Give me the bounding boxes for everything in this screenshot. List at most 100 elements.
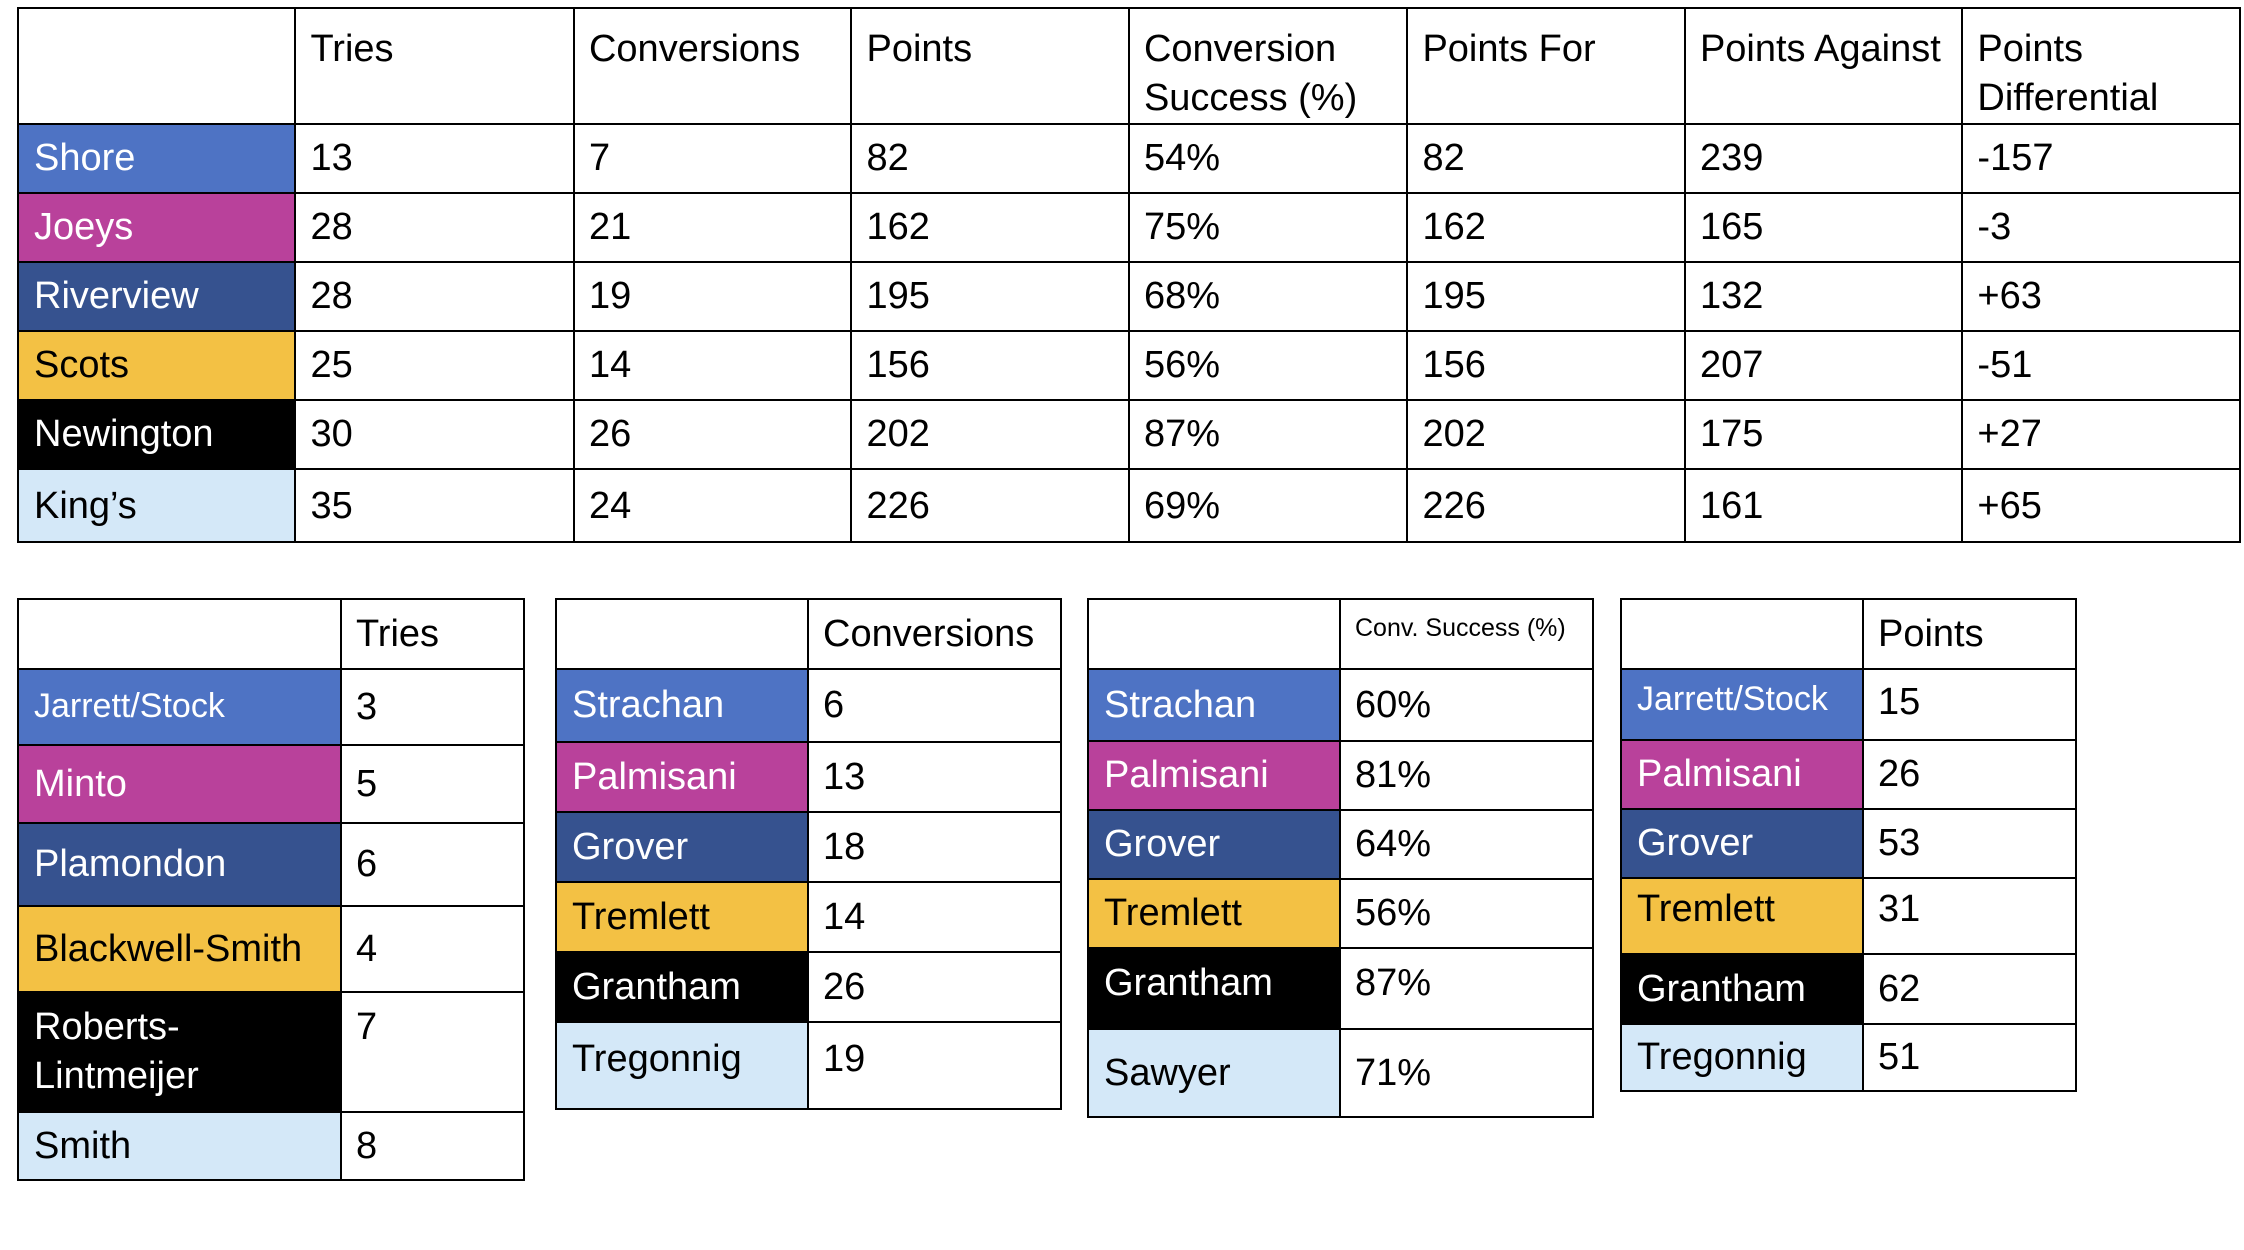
table-row: Tremlett 14 xyxy=(555,881,1062,953)
value-cell: 53 xyxy=(1862,808,2077,879)
points-against-cell: 207 xyxy=(1683,330,1964,401)
table-header-row: Tries xyxy=(17,598,525,670)
player-name: Tremlett xyxy=(555,881,809,953)
points-cell: 162 xyxy=(850,192,1130,263)
header-cell-tries: Tries xyxy=(294,7,575,125)
tries-cell: 13 xyxy=(294,123,575,194)
player-name: Grover xyxy=(1087,809,1341,880)
points-differential-cell: -3 xyxy=(1961,192,2241,263)
points-differential-cell: +27 xyxy=(1961,399,2241,470)
player-name: Grantham xyxy=(1087,947,1341,1030)
header-cell-blank xyxy=(16,7,297,125)
points-for-cell: 226 xyxy=(1406,468,1686,543)
conversion-success-table: Conv. Success (%) Strachan 60% Palmisani… xyxy=(1087,598,1594,1118)
value-cell: 87% xyxy=(1339,947,1594,1030)
table-row: Strachan 60% xyxy=(1087,668,1594,742)
value-cell: 26 xyxy=(1862,739,2077,810)
header-cell-points-for: Points For xyxy=(1406,7,1686,125)
conversions-cell: 24 xyxy=(572,468,853,543)
points-cell: 195 xyxy=(850,261,1130,332)
player-name: Roberts-Lintmeijer xyxy=(17,991,342,1113)
table-row: Tregonnig 51 xyxy=(1620,1023,2077,1092)
table-row: Minto 5 xyxy=(17,744,525,824)
value-cell: 8 xyxy=(340,1111,525,1181)
points-cell: 156 xyxy=(850,330,1130,401)
value-cell: 60% xyxy=(1339,668,1594,742)
header-cell-points: Points xyxy=(1862,598,2077,670)
table-row: Roberts-Lintmeijer 7 xyxy=(17,991,525,1113)
player-name: Strachan xyxy=(555,668,809,743)
value-cell: 19 xyxy=(807,1021,1062,1110)
value-cell: 51 xyxy=(1862,1023,2077,1092)
player-name: Jarrett/Stock xyxy=(17,668,342,746)
player-name: Strachan xyxy=(1087,668,1341,742)
header-cell-conversions: Conversions xyxy=(807,598,1062,670)
conversion-success-cell: 87% xyxy=(1127,399,1409,470)
player-name: Grover xyxy=(555,811,809,883)
table-row: Riverview 28 19 195 68% 195 132 +63 xyxy=(16,261,2241,332)
value-cell: 6 xyxy=(340,822,525,907)
table-header-row: Conversions xyxy=(555,598,1062,670)
value-cell: 71% xyxy=(1339,1028,1594,1118)
points-for-cell: 195 xyxy=(1406,261,1686,332)
conversions-cell: 21 xyxy=(572,192,853,263)
conversions-cell: 19 xyxy=(572,261,853,332)
table-row: Grantham 62 xyxy=(1620,953,2077,1025)
points-cell: 226 xyxy=(850,468,1130,543)
points-for-cell: 82 xyxy=(1406,123,1686,194)
team-name: Joeys xyxy=(16,192,297,263)
points-against-cell: 175 xyxy=(1683,399,1964,470)
player-name: Palmisani xyxy=(555,741,809,813)
points-differential-cell: +63 xyxy=(1961,261,2241,332)
header-cell-points-differential: Points Differential xyxy=(1961,7,2241,125)
table-row: Shore 13 7 82 54% 82 239 -157 xyxy=(16,123,2241,194)
tries-table: Tries Jarrett/Stock 3 Minto 5 Plamondon … xyxy=(17,598,525,1181)
tries-cell: 28 xyxy=(294,192,575,263)
player-name: Jarrett/Stock xyxy=(1620,668,1864,741)
value-cell: 81% xyxy=(1339,740,1594,811)
points-for-cell: 202 xyxy=(1406,399,1686,470)
value-cell: 7 xyxy=(340,991,525,1113)
points-against-cell: 161 xyxy=(1683,468,1964,543)
table-row: Strachan 6 xyxy=(555,668,1062,743)
player-name: Minto xyxy=(17,744,342,824)
conversions-cell: 26 xyxy=(572,399,853,470)
table-row: Tremlett 31 xyxy=(1620,877,2077,955)
points-cell: 202 xyxy=(850,399,1130,470)
points-against-cell: 165 xyxy=(1683,192,1964,263)
table-row: Sawyer 71% xyxy=(1087,1028,1594,1118)
table-row: Joeys 28 21 162 75% 162 165 -3 xyxy=(16,192,2241,263)
table-row: Tregonnig 19 xyxy=(555,1021,1062,1110)
player-name: Sawyer xyxy=(1087,1028,1341,1118)
team-name: King’s xyxy=(16,468,297,543)
table-row: Palmisani 13 xyxy=(555,741,1062,813)
conversions-cell: 7 xyxy=(572,123,853,194)
value-cell: 62 xyxy=(1862,953,2077,1025)
player-name: Grantham xyxy=(555,951,809,1023)
player-name: Palmisani xyxy=(1620,739,1864,810)
points-table: Points Jarrett/Stock 15 Palmisani 26 Gro… xyxy=(1620,598,2077,1092)
conversions-table: Conversions Strachan 6 Palmisani 13 Grov… xyxy=(555,598,1062,1110)
team-stats-table: Tries Conversions Points Conversion Succ… xyxy=(16,7,2241,543)
header-cell-conversion-success: Conversion Success (%) xyxy=(1127,7,1409,125)
value-cell: 6 xyxy=(807,668,1062,743)
table-row: Grover 18 xyxy=(555,811,1062,883)
tries-cell: 28 xyxy=(294,261,575,332)
header-cell-conversions: Conversions xyxy=(572,7,853,125)
header-cell-conv-success: Conv. Success (%) xyxy=(1339,598,1594,670)
points-for-cell: 156 xyxy=(1406,330,1686,401)
header-cell-tries: Tries xyxy=(340,598,525,670)
table-row: Grover 53 xyxy=(1620,808,2077,879)
value-cell: 56% xyxy=(1339,878,1594,949)
value-cell: 64% xyxy=(1339,809,1594,880)
value-cell: 13 xyxy=(807,741,1062,813)
table-row: Scots 25 14 156 56% 156 207 -51 xyxy=(16,330,2241,401)
table-header-row: Tries Conversions Points Conversion Succ… xyxy=(16,7,2241,125)
player-name: Tregonnig xyxy=(555,1021,809,1110)
header-cell-blank xyxy=(555,598,809,670)
table-row: Jarrett/Stock 15 xyxy=(1620,668,2077,741)
team-name: Shore xyxy=(16,123,297,194)
header-cell-points-against: Points Against xyxy=(1683,7,1964,125)
player-name: Plamondon xyxy=(17,822,342,907)
points-cell: 82 xyxy=(850,123,1130,194)
